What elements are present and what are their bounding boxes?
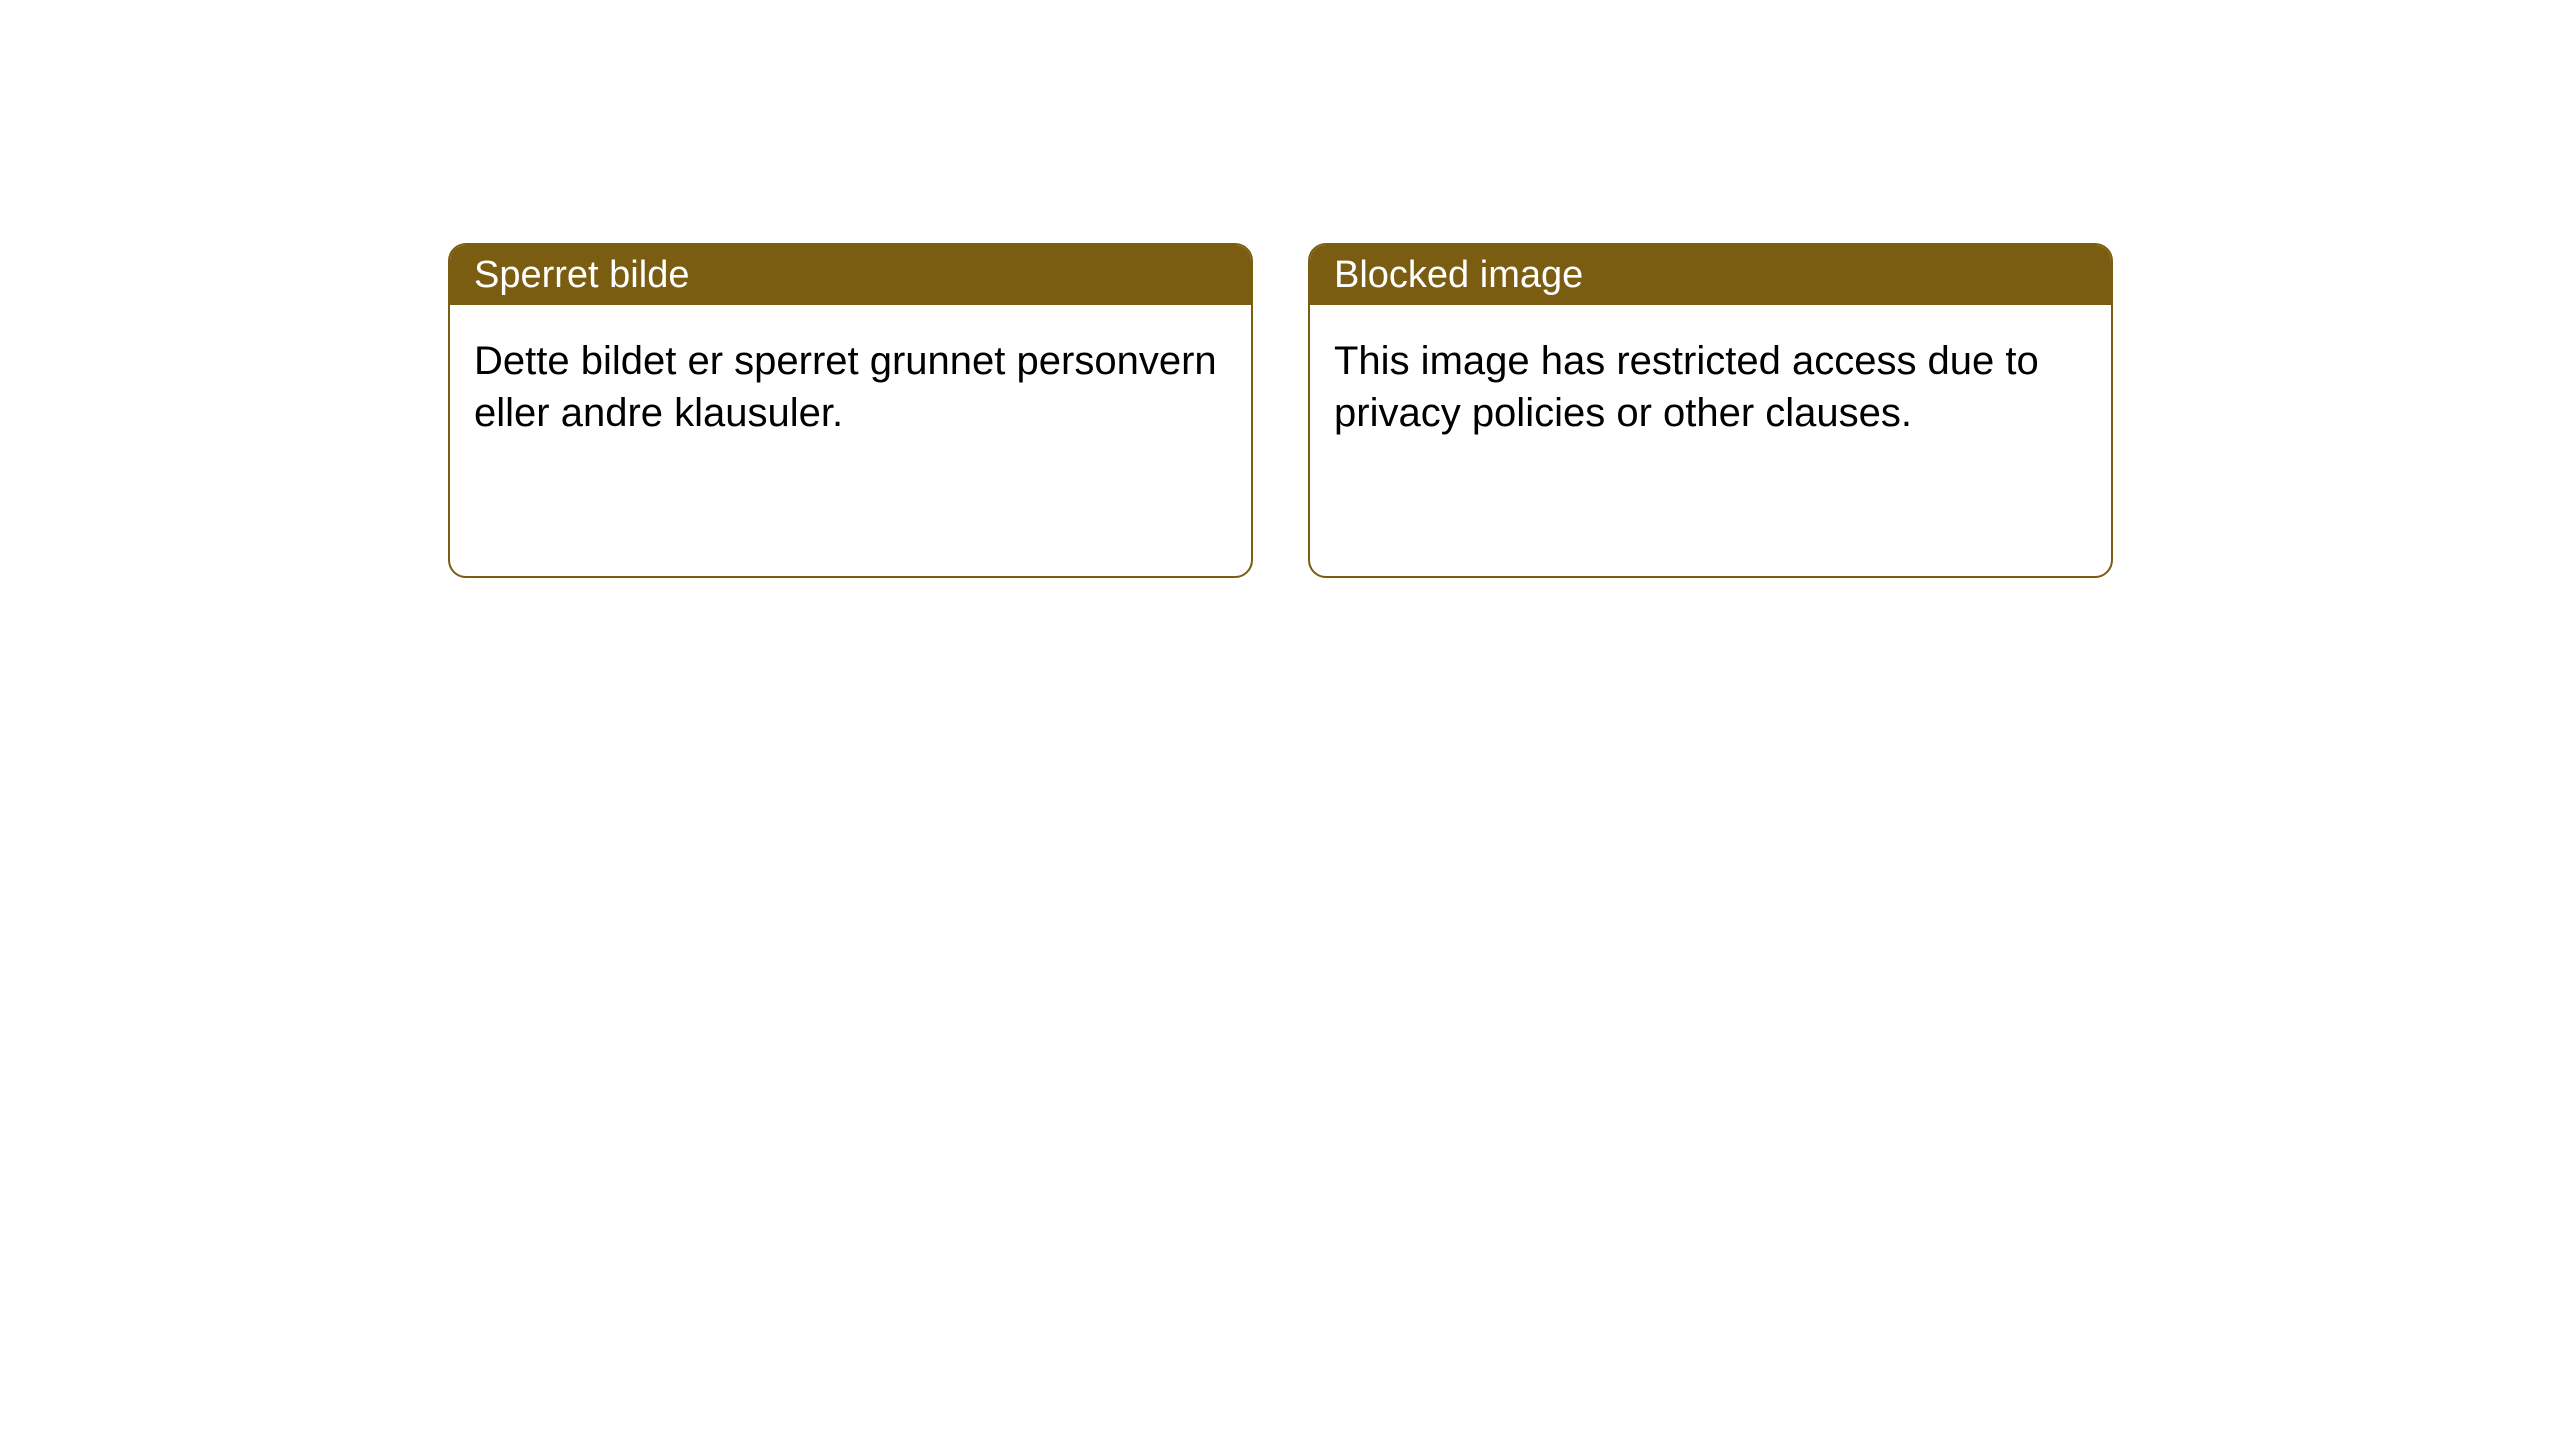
card-header-norwegian: Sperret bilde xyxy=(450,245,1251,305)
card-title-english: Blocked image xyxy=(1334,254,1583,297)
card-header-english: Blocked image xyxy=(1310,245,2111,305)
card-text-english: This image has restricted access due to … xyxy=(1334,339,2039,435)
card-norwegian: Sperret bilde Dette bildet er sperret gr… xyxy=(448,243,1253,578)
card-title-norwegian: Sperret bilde xyxy=(474,254,689,297)
card-body-english: This image has restricted access due to … xyxy=(1310,305,2111,469)
card-body-norwegian: Dette bildet er sperret grunnet personve… xyxy=(450,305,1251,469)
cards-container: Sperret bilde Dette bildet er sperret gr… xyxy=(448,243,2113,578)
card-english: Blocked image This image has restricted … xyxy=(1308,243,2113,578)
card-text-norwegian: Dette bildet er sperret grunnet personve… xyxy=(474,339,1217,435)
